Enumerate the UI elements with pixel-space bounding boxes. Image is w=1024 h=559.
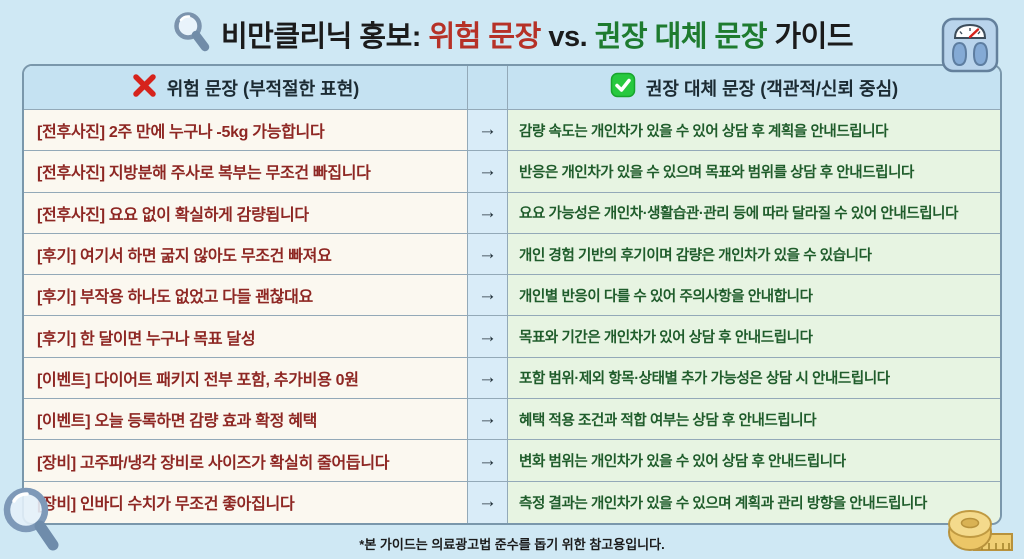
risk-cell: [전후사진] 2주 만에 누구나 -5kg 가능합니다 bbox=[24, 110, 468, 152]
arrow-cell: → bbox=[468, 110, 508, 152]
risk-cell: [이벤트] 다이어트 패키지 전부 포함, 추가비용 0원 bbox=[24, 357, 468, 400]
guide-table: 위험 문장 (부적절한 표현) 권장 대체 문장 (객관적/신뢰 중심) [전후… bbox=[22, 64, 1002, 525]
risk-cell: [장비] 고주파/냉각 장비로 사이즈가 확실히 줄어듭니다 bbox=[24, 440, 468, 482]
arrow-cell: → bbox=[468, 399, 508, 441]
alt-cell: 혜택 적용 조건과 적합 여부는 상담 후 안내드립니다 bbox=[508, 399, 1000, 441]
alt-cell: 포함 범위·제외 항목·상태별 추가 가능성은 상담 시 안내드립니다 bbox=[508, 357, 1000, 400]
risk-cell: [후기] 한 달이면 누구나 목표 달성 bbox=[24, 316, 468, 358]
risk-cell: [후기] 부작용 하나도 없었고 다들 괜찮대요 bbox=[24, 275, 468, 317]
alt-cell: 측정 결과는 개인차가 있을 수 있으며 계획과 관리 방향을 안내드립니다 bbox=[508, 481, 1000, 523]
risk-cell: [장비] 인바디 수치가 무조건 좋아집니다 bbox=[24, 481, 468, 523]
arrow-cell: → bbox=[468, 316, 508, 358]
alt-cell: 감량 속도는 개인차가 있을 수 있어 상담 후 계획을 안내드립니다 bbox=[508, 110, 1000, 152]
alt-cell: 개인 경험 기반의 후기이며 감량은 개인차가 있을 수 있습니다 bbox=[508, 233, 1000, 276]
title-seg: vs. bbox=[540, 21, 595, 53]
page-title-text: 비만클리닉 홍보: 위험 문장 vs. 권장 대체 문장 가이드 bbox=[220, 13, 854, 55]
alt-header-label: 권장 대체 문장 (객관적/신뢰 중심) bbox=[645, 78, 899, 99]
arrow-cell: → bbox=[468, 275, 508, 317]
magnifier-icon bbox=[0, 484, 64, 559]
tape-measure-icon bbox=[946, 500, 1020, 559]
arrow-cell: → bbox=[468, 481, 508, 523]
bathroom-scale-icon bbox=[940, 16, 1000, 79]
arrow-column-header bbox=[468, 66, 508, 110]
risk-cell: [후기] 여기서 하면 굶지 않아도 무조건 빠져요 bbox=[24, 233, 468, 276]
magnifier-icon bbox=[171, 9, 211, 60]
arrow-cell: → bbox=[468, 440, 508, 482]
risk-cell: [전후사진] 지방분해 주사로 복부는 무조건 빠집니다 bbox=[24, 151, 468, 193]
risk-column-header: 위험 문장 (부적절한 표현) bbox=[24, 66, 468, 110]
alt-cell: 목표와 기간은 개인차가 있어 상담 후 안내드립니다 bbox=[508, 316, 1000, 358]
title-seg-alt: 권장 대체 문장 bbox=[594, 21, 768, 53]
alt-column-header: 권장 대체 문장 (객관적/신뢰 중심) bbox=[508, 66, 1000, 110]
footer-disclaimer: *본 가이드는 의료광고법 준수를 돕기 위한 참고용입니다. bbox=[359, 537, 665, 552]
risk-cell: [이벤트] 오늘 등록하면 감량 효과 확정 혜택 bbox=[24, 399, 468, 441]
title-seg-risk: 위험 문장 bbox=[428, 21, 542, 53]
risk-header-label: 위험 문장 (부적절한 표현) bbox=[166, 78, 360, 99]
alt-cell: 개인별 반응이 다를 수 있어 주의사항을 안내합니다 bbox=[508, 275, 1000, 317]
green-check-icon bbox=[610, 72, 636, 103]
title-seg: 비만클리닉 홍보: bbox=[220, 21, 429, 53]
title-seg: 가이드 bbox=[766, 21, 854, 53]
alt-cell: 반응은 개인차가 있을 수 있으며 목표와 범위를 상담 후 안내드립니다 bbox=[508, 151, 1000, 193]
alt-cell: 변화 범위는 개인차가 있을 수 있어 상담 후 안내드립니다 bbox=[508, 440, 1000, 482]
arrow-cell: → bbox=[468, 233, 508, 276]
red-x-icon bbox=[132, 73, 157, 103]
arrow-cell: → bbox=[468, 151, 508, 193]
risk-cell: [전후사진] 요요 없이 확실하게 감량됩니다 bbox=[24, 192, 468, 234]
arrow-cell: → bbox=[468, 357, 508, 400]
arrow-cell: → bbox=[468, 192, 508, 234]
page-title: 비만클리닉 홍보: 위험 문장 vs. 권장 대체 문장 가이드 bbox=[0, 8, 1024, 60]
alt-cell: 요요 가능성은 개인차·생활습관·관리 등에 따라 달라질 수 있어 안내드립니… bbox=[508, 192, 1000, 234]
